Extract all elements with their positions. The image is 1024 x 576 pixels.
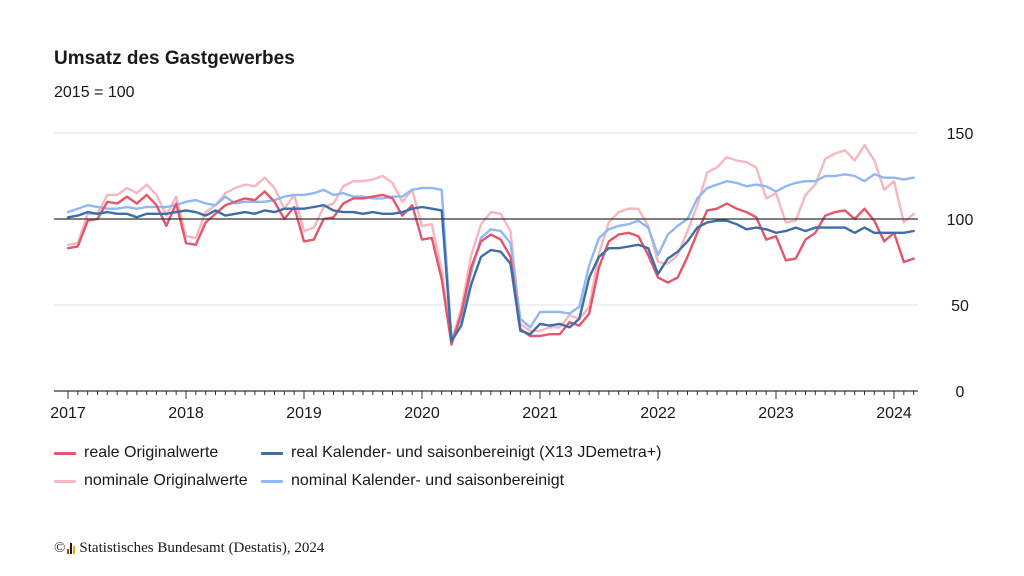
x-tick-label: 2022 bbox=[640, 405, 676, 422]
legend-swatch bbox=[261, 479, 283, 483]
legend-label: reale Originalwerte bbox=[84, 444, 219, 461]
series-line bbox=[66, 190, 915, 346]
y-tick-label: 50 bbox=[951, 298, 969, 315]
legend-label: nominal Kalender- und saisonbereinigt bbox=[291, 472, 565, 489]
legend-item-real-saisonbereinigt: real Kalender- und saisonbereinigt (X13 … bbox=[261, 444, 661, 462]
x-tick-label: 2020 bbox=[404, 405, 440, 422]
chart-subtitle: 2015 = 100 bbox=[54, 84, 135, 101]
legend-swatch bbox=[261, 451, 283, 455]
legend-swatch bbox=[54, 451, 76, 455]
source-text: Statistisches Bundesamt (Destatis), 2024 bbox=[79, 540, 325, 556]
legend-label: nominale Originalwerte bbox=[84, 472, 248, 489]
x-tick-label: 2018 bbox=[168, 405, 204, 422]
x-tick-label: 2019 bbox=[286, 405, 322, 422]
source-footer: © Statistisches Bundesamt (Destatis), 20… bbox=[54, 540, 324, 557]
destatis-logo-icon bbox=[67, 543, 76, 554]
x-tick-label: 2023 bbox=[758, 405, 794, 422]
legend-label: real Kalender- und saisonbereinigt (X13 … bbox=[291, 444, 662, 461]
series-line bbox=[66, 143, 915, 343]
y-tick-label: 150 bbox=[947, 126, 974, 143]
y-tick-label: 100 bbox=[947, 212, 974, 229]
y-tick-label: 0 bbox=[956, 384, 965, 401]
copyright-symbol: © bbox=[54, 540, 66, 556]
legend-item-nominale-originalwerte: nominale Originalwerte bbox=[54, 472, 248, 490]
x-tick-label: 2017 bbox=[50, 405, 86, 422]
legend-swatch bbox=[54, 479, 76, 483]
legend-item-reale-originalwerte: reale Originalwerte bbox=[54, 444, 218, 462]
chart-title: Umsatz des Gastgewerbes bbox=[54, 48, 295, 69]
legend-item-nominal-saisonbereinigt: nominal Kalender- und saisonbereinigt bbox=[261, 472, 564, 490]
x-tick-label: 2024 bbox=[876, 405, 912, 422]
x-tick-label: 2021 bbox=[522, 405, 558, 422]
series-line bbox=[66, 173, 915, 341]
series-line bbox=[66, 203, 915, 343]
